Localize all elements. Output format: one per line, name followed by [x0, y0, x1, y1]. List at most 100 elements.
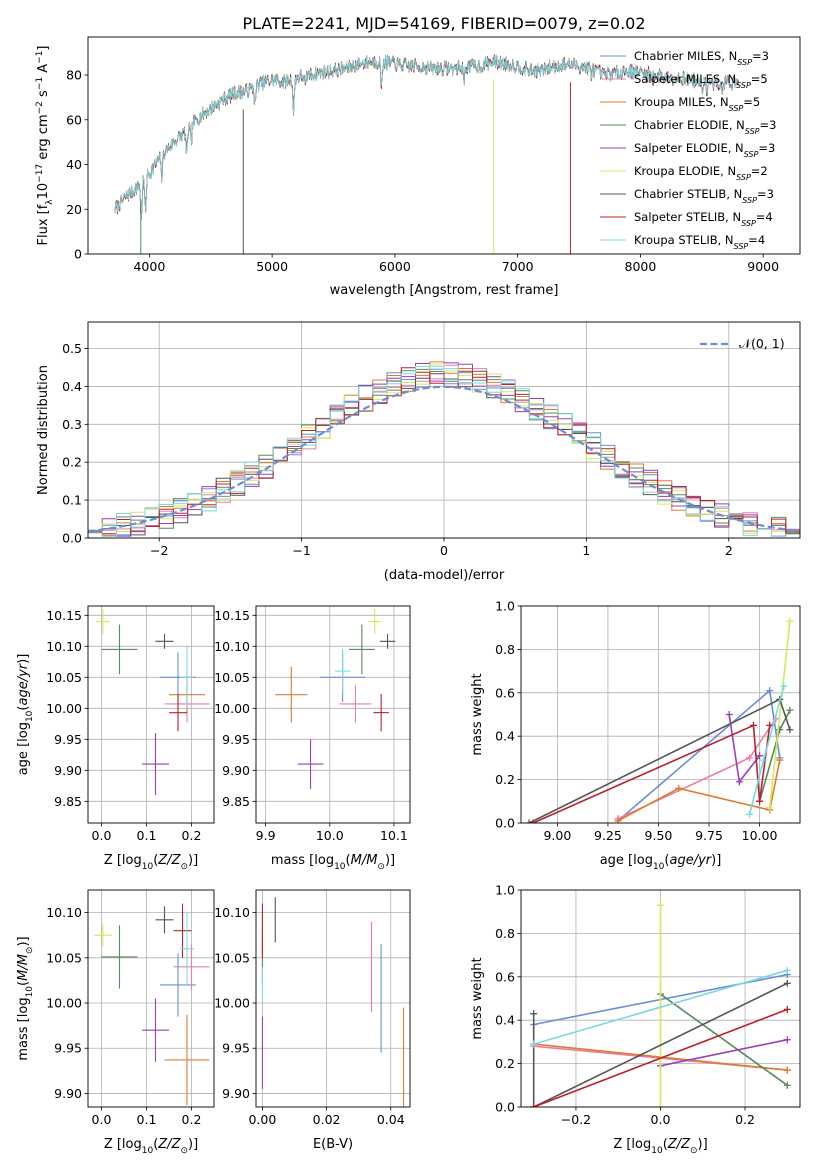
histogram-step-5: [88, 362, 800, 537]
y-tick-label: 20: [66, 202, 82, 217]
y-tick-label: 0.4: [495, 729, 515, 744]
spectrum-panel: 4000 5000 6000 7000 8000 9000 0 20 40 60 80 wavelen…: [35, 36, 801, 298]
y-tick-label: 0.6: [495, 685, 515, 700]
x-tick-label: 10.00: [742, 828, 778, 843]
error-bar-point-2: [339, 685, 372, 723]
x-axis-label: wavelength [Angstrom, rest frame]: [330, 283, 559, 298]
x-tick-label: 10.1: [380, 828, 408, 843]
spectrum-line-9: [114, 54, 739, 221]
grid-lines: [88, 890, 214, 1107]
error-bar-point-6: [93, 924, 112, 947]
weight-series-7: [525, 695, 794, 823]
x-tick-label: 0.2: [182, 828, 202, 843]
figure-title: PLATE=2241, MJD=54169, FIBERID=0079, z=0…: [242, 14, 645, 33]
weight-series-4: [657, 990, 791, 1089]
y-tick-label: 10.15: [46, 608, 82, 623]
error-bar-point-3: [275, 666, 308, 723]
axes-frame: [520, 605, 801, 824]
y-tick-label: 10.15: [214, 608, 250, 623]
y-tick-label: 10.05: [214, 950, 250, 965]
x-tick-label: −2: [150, 543, 168, 558]
plot-area: [93, 903, 210, 1106]
plot-area: [261, 897, 405, 1107]
x-tick-label: 9.9: [256, 828, 276, 843]
axes-frame: [520, 889, 801, 1108]
y-tick-label: 40: [66, 157, 82, 172]
x-tick-label: 4000: [133, 259, 165, 274]
age-vs-mass-panel: 9.9 10.0 10.1 9.85 9.90 9.95 10.00 10.05 10.10 10…: [214, 605, 411, 872]
axes-frame: [87, 889, 215, 1108]
error-bar-point-4: [101, 925, 138, 989]
y-tick-label: 9.90: [54, 1086, 82, 1101]
x-tick-label: 5000: [256, 259, 288, 274]
y-tick-label: 9.85: [222, 794, 250, 809]
grid-lines: [256, 890, 410, 1107]
x-tick-label: −0.2: [561, 1112, 591, 1127]
y-tick-label: 10.10: [46, 639, 82, 654]
weight-series-8: [529, 721, 774, 823]
error-bar-point-8: [169, 694, 187, 732]
x-tick-label: 0.1: [137, 1112, 157, 1127]
y-tick-label: 0.2: [62, 455, 82, 470]
histogram-step-7: [88, 370, 800, 536]
axes-frame: [255, 889, 411, 1108]
y-tick-label: 10.10: [214, 905, 250, 920]
y-tick-label: 0.0: [62, 531, 82, 546]
x-tick-label: −1: [292, 543, 310, 558]
y-tick-label: 0.5: [62, 341, 82, 356]
y-axis-label: mass weight: [470, 673, 485, 755]
y-tick-label: 9.85: [54, 794, 82, 809]
plot-area: [275, 609, 396, 789]
y-tick-label: 0.4: [62, 379, 82, 394]
y-axis-label: mass weight: [470, 957, 485, 1039]
legend-entry: 𝒩(0, 1): [739, 336, 785, 351]
error-bar-point-4: [101, 624, 138, 675]
y-tick-label: 0.0: [495, 1100, 515, 1115]
x-tick-label: 0.2: [182, 1112, 202, 1127]
plot-area: [530, 901, 791, 1107]
y-tick-label: 10.00: [214, 701, 250, 716]
legend-entry: Salpeter MILES, NSSP=5: [634, 72, 768, 90]
x-tick-label: 10.0: [316, 828, 344, 843]
legend-entry: Chabrier STELIB, NSSP=3: [634, 187, 774, 205]
y-tick-label: 9.95: [54, 732, 82, 747]
y-tick-label: 9.90: [54, 763, 82, 778]
legend: Chabrier MILES, NSSP=3 Salpeter MILES, NS…: [600, 49, 776, 251]
error-bar-point-2: [173, 944, 210, 990]
y-tick-label: 60: [66, 112, 82, 127]
y-tick-label: 10.00: [46, 996, 82, 1011]
error-bar-point-8: [373, 694, 389, 732]
x-tick-label: 9.75: [695, 828, 723, 843]
y-tick-label: 1.0: [495, 599, 515, 614]
y-tick-label: 0.2: [495, 1056, 515, 1071]
x-tick-label: 6000: [379, 259, 411, 274]
y-tick-label: 0.8: [495, 926, 515, 941]
x-tick-label: 0.00: [248, 1112, 276, 1127]
y-tick-label: 80: [66, 68, 82, 83]
histogram-step-9: [88, 365, 800, 537]
weight-series-8: [530, 1005, 791, 1107]
grid-lines: [256, 606, 410, 823]
plot-area: [96, 609, 210, 796]
y-axis-label: Flux [fλ10−17 erg cm−2 s−1 A−1]: [35, 46, 55, 246]
plot-area: [114, 53, 739, 254]
y-tick-label: 10.05: [46, 950, 82, 965]
plot-area: [525, 617, 794, 823]
error-bar-point-9: [180, 646, 194, 709]
error-bar-point-4: [349, 624, 375, 675]
x-tick-label: 0.02: [313, 1112, 341, 1127]
x-tick-label: 0.1: [137, 828, 157, 843]
legend: 𝒩(0, 1): [700, 336, 785, 351]
weight-series-9: [745, 682, 788, 818]
error-bar-point-9: [334, 649, 351, 693]
x-tick-label: 7000: [502, 259, 534, 274]
y-axis-label: age [log10(age/yr)]: [16, 654, 35, 776]
y-tick-label: 0.2: [495, 772, 515, 787]
y-tick-label: 0.0: [495, 816, 515, 831]
y-tick-label: 9.95: [54, 1041, 82, 1056]
x-tick-label: 0.0: [92, 1112, 112, 1127]
grid-lines: [88, 606, 214, 823]
error-bar-point-7: [155, 633, 174, 649]
y-tick-label: 10.05: [214, 670, 250, 685]
